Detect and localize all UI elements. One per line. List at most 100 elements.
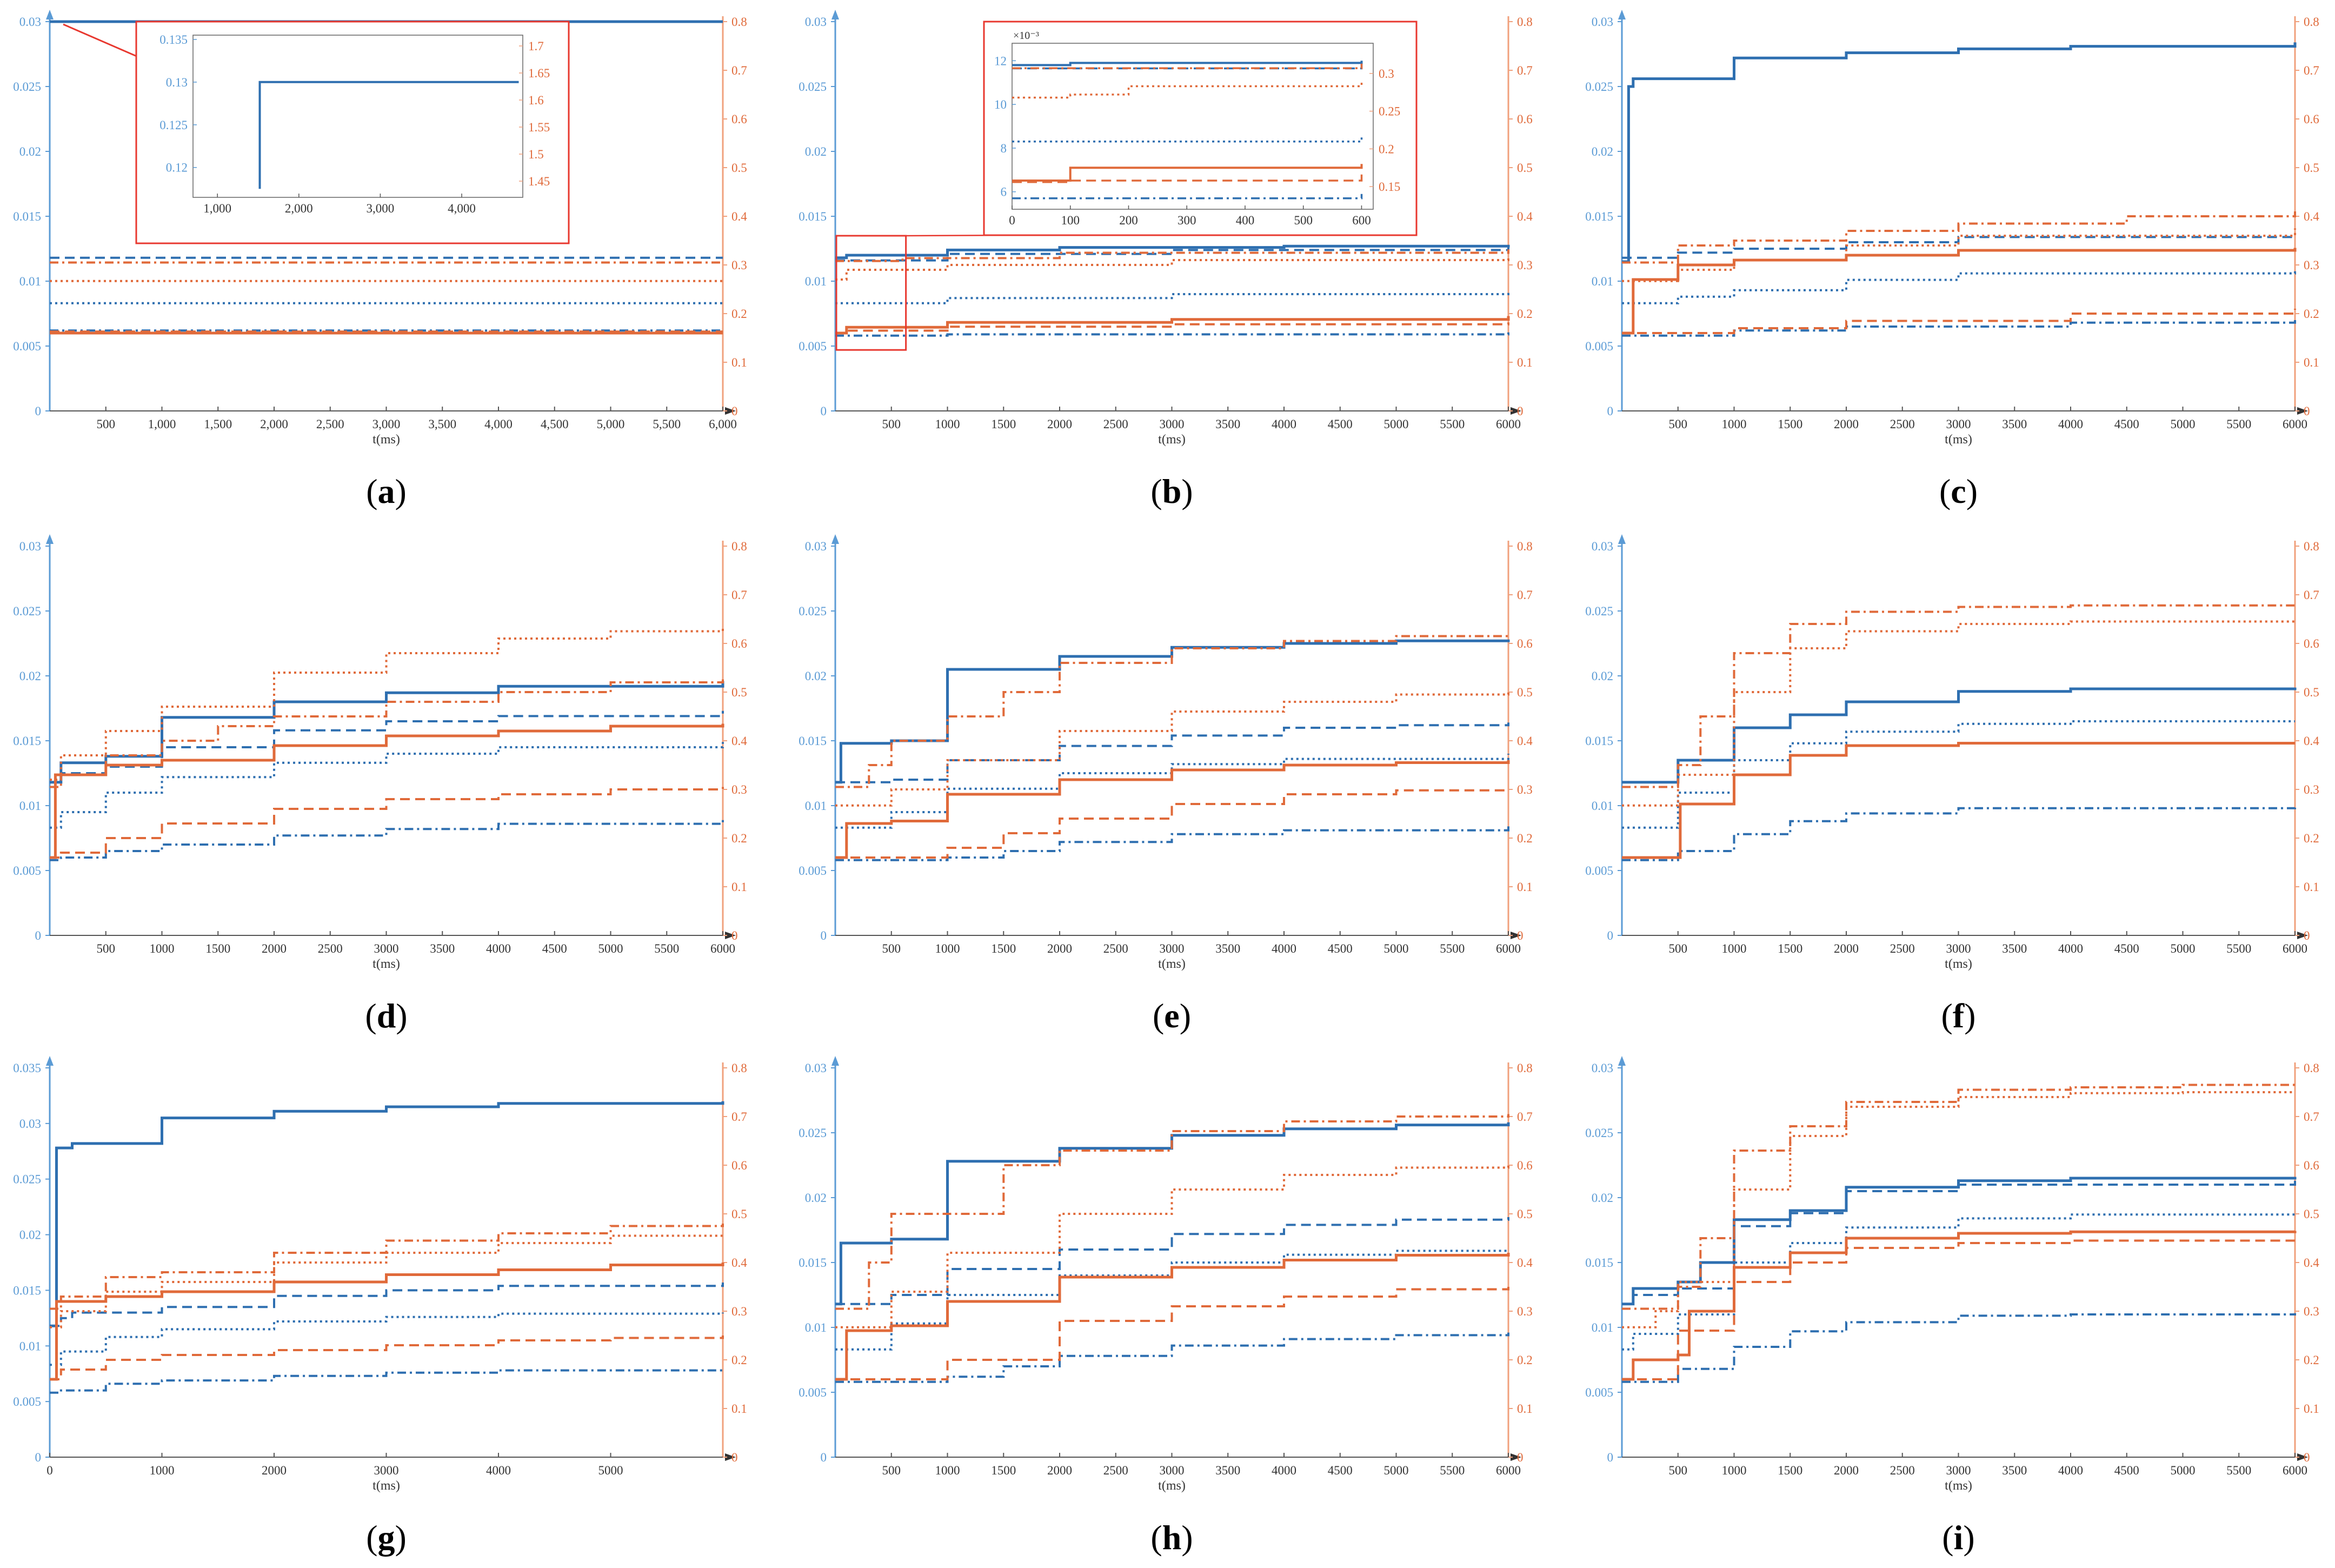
y-left-arrow [831,10,839,19]
y-right-tick-label: 0.2 [2304,832,2319,845]
x-tick-label: 2000 [1047,942,1072,955]
y-left-arrow [46,10,54,19]
y-right-tick-label: 0.5 [731,161,747,175]
x-tick-label: 500 [97,417,116,431]
y-right-tick-label: 0 [1517,404,1524,418]
x-tick-label: 3500 [1215,417,1240,431]
y-right-tick-label: 0 [2304,1451,2310,1464]
series-orange-dashed [835,322,1509,334]
inset-y-right-label: 1.5 [528,148,544,161]
inset-frame [192,35,523,198]
y-right-tick-label: 0.4 [2304,734,2319,748]
caption-letter: a [378,472,395,510]
x-tick-label: 5500 [2226,1464,2251,1477]
x-tick-label: 4000 [2058,417,2083,431]
x-tick-label: 3000 [374,942,399,955]
series-orange-dotted [835,692,1509,807]
y-right-tick-label: 0.2 [1517,307,1533,321]
series-blue-dashed [835,1217,1509,1305]
x-arrow [725,932,736,939]
series-blue-dashdot [50,1368,724,1394]
series-orange-dashdot [835,249,1509,262]
series-blue-dashed [835,722,1509,783]
panel-b: 0 0.005 0.01 0.015 0.02 0.025 0.03 0 0.1 0.2 0.3 0.… [799,10,1533,510]
series-blue-dashed [50,1283,724,1327]
x-arrow [1511,1453,1521,1461]
y-left-tick-label: 0.015 [13,734,41,748]
x-tick-label: 6000 [710,942,735,955]
x-tick-label: 3,000 [372,417,401,431]
x-tick-label: 3000 [1160,1464,1185,1477]
x-tick-label: 3000 [1946,417,1971,431]
x-tick-label: 5000 [2171,417,2196,431]
y-right-tick-label: 0.5 [2304,161,2319,175]
inset-x-tick-label: 600 [1352,214,1371,227]
panel-caption: (b) [1150,472,1193,510]
y-right-tick-label: 0.3 [731,258,747,272]
x-tick-label: 1000 [1722,417,1747,431]
x-tick-label: 2000 [262,1464,287,1477]
inset-x-tick-label: 500 [1294,214,1313,227]
x-tick-label: 1000 [1722,942,1747,955]
y-right-tick-label: 0.5 [2304,686,2319,699]
x-tick-label: 5,500 [653,417,681,431]
y-right-tick-label: 0.6 [1517,637,1533,650]
y-left-tick-label: 0.03 [1592,15,1613,29]
y-right-tick-label: 0.7 [1517,588,1533,602]
y-left-tick-label: 0.025 [1585,604,1613,618]
y-right-tick-label: 0.3 [731,1305,747,1318]
x-tick-label: 6000 [2283,417,2307,431]
y-right-tick-label: 0.7 [731,64,747,77]
inset-y-right-label: 1.7 [528,39,544,53]
series-orange-solid [1622,742,2295,859]
x-tick-label: 1500 [991,417,1016,431]
series-orange-dashed [1622,1239,2295,1380]
x-tick-label: 4500 [2114,1464,2139,1477]
x-axis-label: t(ms) [372,1479,400,1493]
x-tick-label: 3500 [1215,1464,1240,1477]
y-left-arrow [46,1056,54,1066]
x-tick-label: 1000 [1722,1464,1747,1477]
y-left-tick-label: 0.02 [805,145,827,158]
inset-series-z-orange-dashdot [1012,63,1363,69]
y-left-tick-label: 0.025 [13,80,41,94]
inset-y-left-label: 8 [1001,142,1007,155]
y-left-tick-label: 0.025 [799,80,827,94]
series-blue-solid [50,1101,724,1327]
x-tick-label: 2000 [1047,417,1072,431]
series-orange-dashdot [1622,1084,2295,1310]
x-tick-label: 3500 [1215,942,1240,955]
x-tick-label: 2000 [1834,942,1859,955]
x-tick-label: 2500 [318,942,343,955]
x-tick-label: 1500 [1778,942,1802,955]
series-orange-solid [50,723,724,859]
y-right-tick-label: 0.3 [731,783,747,796]
series-blue-dotted [50,1312,724,1366]
y-right-tick-label: 0.6 [1517,112,1533,126]
panel-a: 0 0.005 0.01 0.015 0.02 0.025 0.03 0 0.1 0.2 0.3 0.… [13,10,747,510]
inset-a: 1,000 2,000 3,000 4,000 0.12 0.125 0.13 0.135 1.… [135,21,570,244]
y-left-tick-label: 0.005 [1585,1386,1613,1399]
y-left-arrow [1618,534,1626,544]
y-left-tick-label: 0.02 [1592,1191,1613,1205]
x-tick-label: 2500 [1103,942,1128,955]
caption-letter: b [1162,472,1182,510]
series-blue-dotted [835,1250,1509,1351]
x-tick-label: 2,000 [260,417,288,431]
y-left-tick-label: 0 [821,404,827,418]
x-tick-label: 5500 [2226,942,2251,955]
y-right-tick-label: 0.1 [1517,880,1533,894]
x-tick-label: 4500 [2114,942,2139,955]
y-left-tick-label: 0.005 [13,864,41,878]
x-tick-label: 3000 [1946,1464,1971,1477]
y-left-tick-label: 0.01 [1592,275,1613,288]
panel-i: 0 0.005 0.01 0.015 0.02 0.025 0.03 0 0.1 0.2 0.3 0.… [1585,1056,2319,1557]
series-orange-dashed [50,787,724,859]
x-tick-label: 4000 [2058,942,2083,955]
y-right-tick-label: 0 [731,1451,738,1464]
x-tick-label: 5,000 [597,417,625,431]
y-left-tick-label: 0.03 [1592,1061,1613,1075]
x-tick-label: 3000 [1946,942,1971,955]
inset-x-tick-label: 1,000 [203,202,231,215]
